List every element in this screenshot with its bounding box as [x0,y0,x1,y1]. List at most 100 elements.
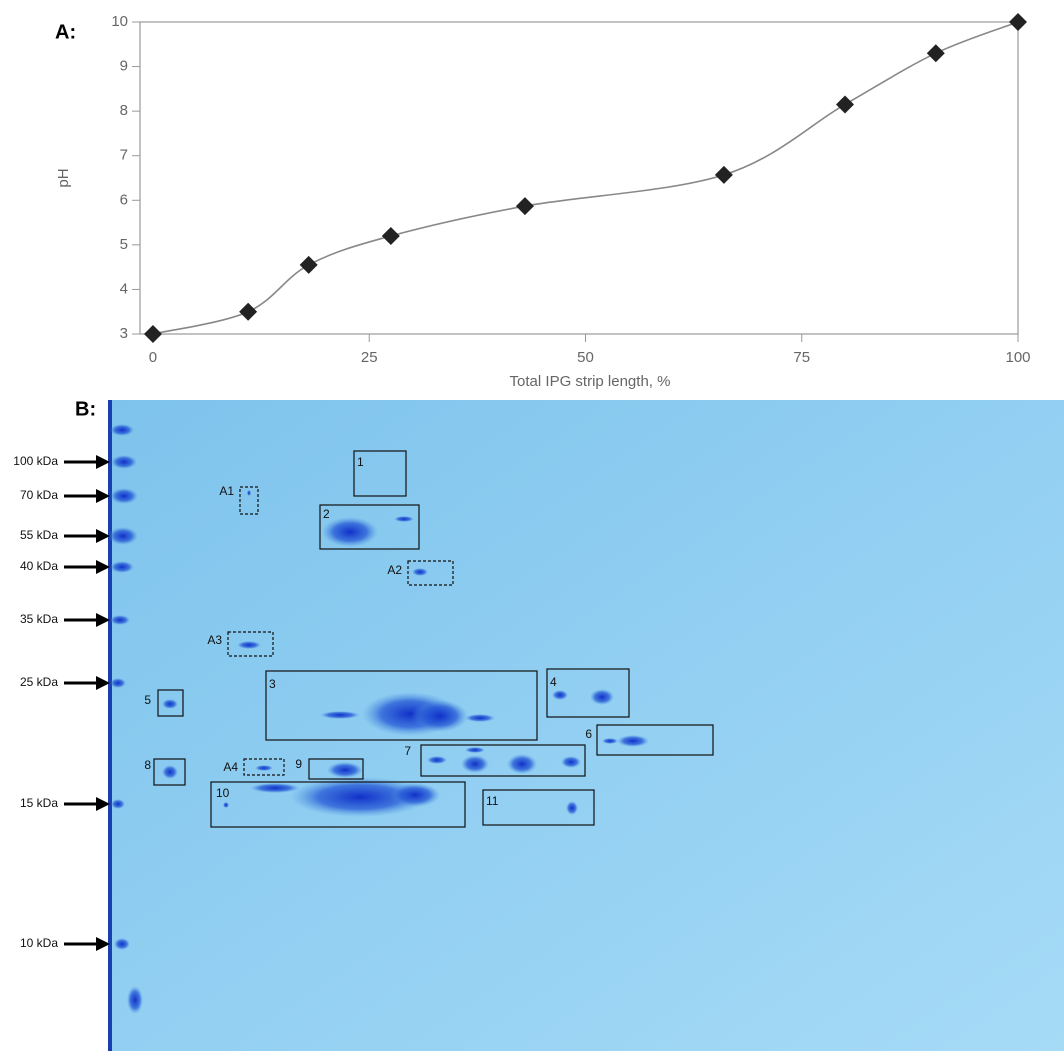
gel-spot [322,517,378,547]
marker [926,44,945,63]
gel-spot [412,700,468,732]
spot-box [353,450,407,497]
marker-label: 40 kDa [20,559,58,573]
plot-frame [139,21,1019,335]
marker [714,165,733,184]
spot-box-label: 8 [144,758,151,772]
spot-box-label: 7 [404,744,411,758]
marker [1009,13,1027,31]
gel-spot [390,783,440,807]
gel-spot [290,777,430,817]
gel-spot [320,711,360,719]
gel-spot [110,488,138,504]
dashed-box-label: A2 [387,563,402,577]
dashed-box [239,486,259,515]
marker [143,325,162,343]
gel-spot [602,738,618,744]
x-tick-label: 50 [577,349,594,366]
gel-spot [111,455,137,469]
gel-spot [162,765,178,779]
gel-edge [108,400,112,1051]
gel-spot [110,424,134,436]
y-tick-label: 5 [120,236,128,253]
gel-spot [110,678,126,688]
gel-spot [111,799,125,809]
marker-arrow-head [96,676,110,690]
spot-box [308,758,364,780]
gel-spot [590,689,614,705]
x-axis-label: Total IPG strip length, % [510,373,671,390]
panel-label: B: [75,398,96,420]
gel-spots [108,424,649,1014]
gel-spot [394,516,414,522]
gel-spot [110,561,134,573]
marker [299,255,318,274]
dashed-box-label: A1 [219,484,234,498]
gel-spot [465,714,495,722]
gel-spot [247,490,251,496]
y-tick-label: 8 [120,102,128,119]
spot-box [420,744,586,777]
spot-box-label: 11 [486,794,499,808]
marker-arrow-head [96,560,110,574]
spot-box-label: 3 [269,677,276,691]
gel-spot [427,756,447,764]
marker-arrow-head [96,529,110,543]
marker-label: 25 kDa [20,675,58,689]
marker-arrow-head [96,937,110,951]
gel-spot [552,690,568,700]
marker [381,226,400,245]
gel-spot [162,699,178,709]
spot-box-label: 9 [295,757,302,771]
y-tick-label: 6 [120,191,128,208]
gel-spot [127,986,143,1014]
spot-box-label: 5 [144,693,151,707]
gel-spot [108,527,138,545]
gel-spot [561,756,581,768]
gel-spot [461,755,489,773]
marker-arrow-head [96,455,110,469]
spot-box-label: 6 [585,727,592,741]
dashed-box-label: A4 [223,760,238,774]
spot-box [265,670,538,741]
gel-spot [412,568,428,576]
marker-label: 15 kDa [20,796,58,810]
x-tick-label: 100 [1005,349,1030,366]
marker [835,95,854,114]
marker-label: 55 kDa [20,528,58,542]
gel-spot [617,735,649,747]
spot-box-label: 10 [216,786,230,800]
gel-spot [566,801,578,815]
y-axis-label: pH [55,168,72,187]
x-tick-label: 0 [149,349,157,366]
curve [152,21,1019,335]
x-tick-label: 25 [361,349,378,366]
dashed-box [407,560,454,586]
y-tick-label: 10 [111,13,128,30]
gel-image [108,400,1064,1051]
y-tick-label: 7 [120,147,128,164]
gel-spot [255,765,273,771]
y-tick-label: 9 [120,58,128,75]
dashed-box [227,631,274,657]
spot-box [319,504,420,550]
panel-label: A: [55,21,76,43]
spot-box [153,758,186,786]
marker-arrow-head [96,613,110,627]
gel-spot [507,754,537,774]
spot-box [482,789,595,826]
y-tick-label: 3 [120,325,128,342]
spot-box-label: 1 [357,455,364,469]
dashed-box-label: A3 [207,633,222,647]
x-tick-label: 75 [793,349,810,366]
spot-box [596,724,714,756]
dashed-box [243,758,285,776]
marker-arrow-head [96,797,110,811]
marker-label: 10 kDa [20,936,58,950]
gel-spot [237,641,261,649]
gel-spot [465,747,485,753]
marker [239,302,258,321]
spot-box [546,668,630,718]
spot-box-label: 4 [550,675,557,689]
